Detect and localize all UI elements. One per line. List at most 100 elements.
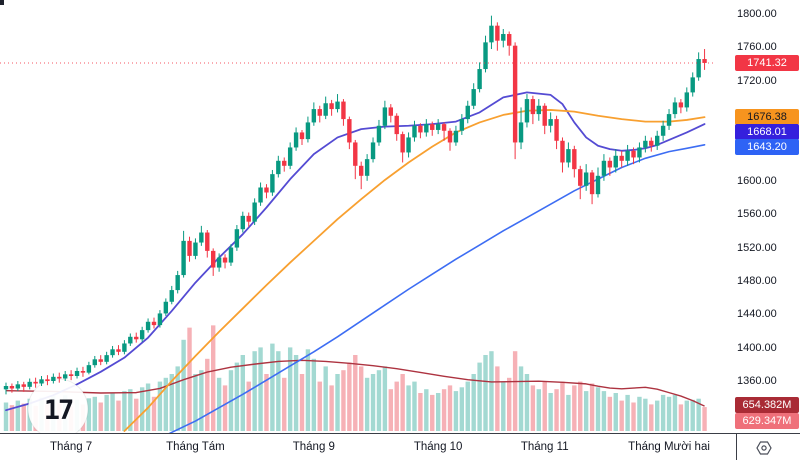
- volume-bar: [86, 398, 92, 431]
- ma-mid-badge: 1676.38: [735, 109, 799, 125]
- time-axis-month-label: Tháng 10: [413, 441, 463, 453]
- candlestick: [45, 379, 50, 381]
- candlestick: [619, 155, 624, 161]
- time-axis-month-label: Tháng 11: [520, 441, 569, 453]
- volume-bar: [459, 387, 465, 431]
- candlestick: [578, 169, 583, 186]
- candlestick: [702, 59, 707, 63]
- candlestick: [370, 142, 376, 160]
- candlestick: [572, 149, 577, 170]
- volume-bar: [252, 351, 257, 431]
- candlestick: [122, 343, 127, 352]
- volume-bar: [589, 383, 595, 431]
- candlestick: [341, 101, 346, 120]
- volume-bar: [157, 381, 163, 431]
- candlestick: [222, 257, 228, 263]
- candlestick: [382, 107, 388, 126]
- price-tick-label: 1520.00: [737, 241, 777, 254]
- time-axis[interactable]: Tháng 7 Tháng Tám Tháng 9 Tháng 10 Tháng 11 T…: [0, 433, 800, 460]
- volume-bar: [583, 391, 589, 431]
- volume-bar: [264, 374, 269, 431]
- volume-bar: [471, 374, 476, 431]
- candlestick: [447, 130, 453, 143]
- candlestick: [441, 124, 447, 131]
- candlestick: [39, 379, 44, 384]
- candlestick: [299, 132, 305, 140]
- candlestick: [655, 135, 660, 146]
- candlestick: [27, 381, 32, 387]
- candlestick: [483, 42, 488, 70]
- volume-bar: [465, 381, 470, 431]
- volume-bar: [104, 394, 109, 431]
- volume-bar: [317, 381, 322, 431]
- candlestick: [435, 124, 441, 130]
- candlestick: [554, 119, 559, 141]
- corner-artifact: [0, 0, 4, 5]
- volume-bar: [163, 377, 169, 431]
- candlestick: [151, 321, 157, 326]
- candlestick: [175, 275, 180, 291]
- volume-bar: [678, 404, 684, 431]
- candlestick: [649, 140, 654, 146]
- candlestick: [145, 321, 151, 331]
- price-axis[interactable]: 1800.00 1760.00 1720.00 1600.00 1560.00 1520.…: [717, 0, 800, 433]
- candlestick: [364, 159, 370, 176]
- volume-bar: [110, 393, 115, 431]
- candlestick: [282, 160, 287, 166]
- candlestick: [530, 99, 536, 115]
- volume-bar: [394, 381, 399, 431]
- volume-bar: [512, 351, 518, 431]
- candlestick: [613, 155, 618, 168]
- candlestick: [495, 25, 500, 41]
- volume-ma-line: [5, 359, 705, 407]
- candlestick: [21, 384, 26, 387]
- candlestick: [335, 101, 340, 110]
- price-tick-label: 1800.00: [737, 8, 777, 20]
- volume-bar: [282, 377, 287, 431]
- volume-bar: [134, 398, 139, 431]
- candlestick: [86, 365, 92, 373]
- candlestick: [690, 77, 695, 93]
- volume-bar: [181, 339, 186, 431]
- volume-bar: [447, 385, 453, 431]
- candlestick: [489, 25, 494, 43]
- candlestick: [643, 140, 648, 148]
- candlestick: [264, 187, 269, 193]
- volume-bar: [518, 366, 524, 431]
- volume-bar: [696, 398, 701, 431]
- volume-bar: [222, 385, 228, 431]
- candlestick: [678, 102, 684, 108]
- candlestick: [471, 89, 476, 106]
- candlestick: [104, 355, 109, 362]
- volume-bar: [666, 396, 672, 431]
- candlestick: [51, 376, 56, 381]
- volume-bar: [637, 396, 642, 431]
- candlestick: [359, 165, 364, 176]
- candlestick: [199, 232, 204, 243]
- axis-settings-gear-icon[interactable]: [752, 438, 776, 458]
- volume-bar: [9, 405, 15, 431]
- volume-bar: [370, 374, 376, 431]
- candlestick: [246, 215, 251, 222]
- volume-bar: [578, 381, 583, 431]
- candlestick: [459, 119, 465, 131]
- candlestick: [430, 124, 435, 130]
- candlestick: [169, 290, 174, 302]
- volume-bar: [619, 400, 624, 431]
- candlestick: [589, 172, 595, 195]
- candlestick: [542, 105, 547, 126]
- candlestick: [424, 124, 429, 133]
- candlestick: [637, 147, 642, 158]
- volume-bar: [205, 358, 210, 431]
- volume-bar: [554, 389, 559, 431]
- candlestick: [518, 122, 524, 143]
- candlestick: [98, 359, 103, 362]
- volume-bar: [560, 381, 565, 431]
- volume-bar: [199, 370, 204, 431]
- volume-bar: [655, 400, 660, 431]
- candlestick: [477, 69, 482, 90]
- candlestick: [400, 134, 405, 153]
- volume-bar: [175, 366, 180, 431]
- volume-bar: [92, 396, 97, 431]
